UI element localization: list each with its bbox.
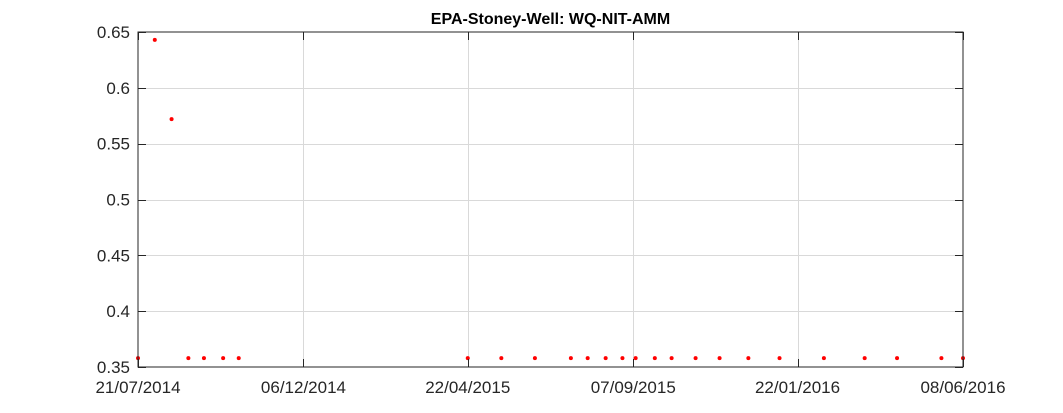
tick-marks [138, 32, 964, 368]
data-point [169, 117, 174, 122]
y-tick-label: 0.5 [106, 191, 130, 210]
y-tick-labels: 0.35 0.4 0.45 0.5 0.55 0.6 0.65 [97, 23, 130, 377]
y-tick-label: 0.55 [97, 135, 130, 154]
data-point [746, 356, 751, 361]
data-point [236, 356, 241, 361]
x-tick-label: 22/01/2016 [755, 378, 840, 397]
data-point [821, 356, 826, 361]
x-tick-label: 07/09/2015 [591, 378, 676, 397]
x-tick-label: 21/07/2014 [95, 378, 180, 397]
data-point [499, 356, 504, 361]
y-tick-label: 0.35 [97, 358, 130, 377]
data-point [895, 356, 900, 361]
data-point [465, 356, 470, 361]
data-point [152, 37, 157, 42]
y-tick-label: 0.45 [97, 246, 130, 265]
plot-area-background [138, 32, 963, 367]
data-point [939, 356, 944, 361]
y-tick-label: 0.6 [106, 79, 130, 98]
data-point [603, 356, 608, 361]
data-point [669, 356, 674, 361]
x-tick-label: 22/04/2015 [425, 378, 510, 397]
data-point [568, 356, 573, 361]
chart-title: EPA-Stoney-Well: WQ-NIT-AMM [431, 11, 670, 28]
y-tick-label: 0.4 [106, 302, 130, 321]
axes-frame [137, 31, 964, 368]
y-tick-label: 0.65 [97, 23, 130, 42]
x-tick-label: 06/12/2014 [261, 378, 346, 397]
data-point [717, 356, 722, 361]
data-point [532, 356, 537, 361]
data-point [633, 356, 638, 361]
grid-lines [138, 32, 963, 367]
data-point [221, 356, 226, 361]
data-point [777, 356, 782, 361]
data-point [186, 356, 191, 361]
x-tick-label: 08/06/2016 [920, 378, 1005, 397]
data-point [585, 356, 590, 361]
data-point [201, 356, 206, 361]
x-tick-labels: 21/07/2014 06/12/2014 22/04/2015 07/09/2015… [95, 378, 1005, 397]
data-point [693, 356, 698, 361]
data-point [652, 356, 657, 361]
data-point [620, 356, 625, 361]
data-point [862, 356, 867, 361]
